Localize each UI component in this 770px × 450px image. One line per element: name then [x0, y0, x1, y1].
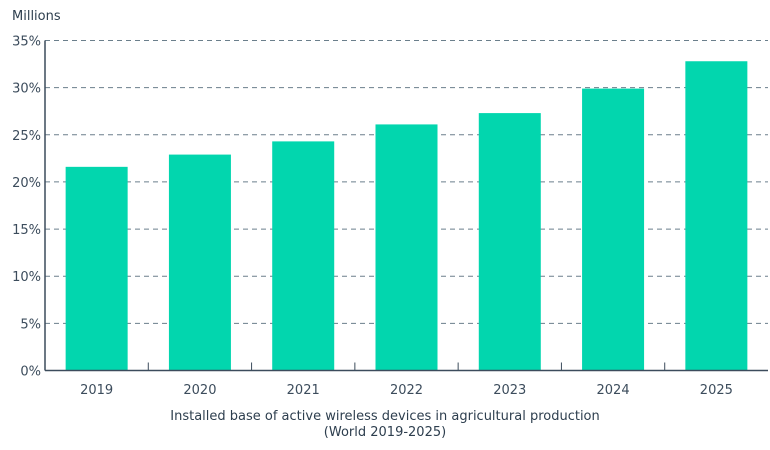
bar-2023 [478, 113, 541, 371]
bar-2025 [685, 61, 748, 371]
x-tick-label: 2019 [80, 383, 113, 398]
y-tick-label: 15% [12, 223, 41, 238]
bar-2021 [272, 141, 335, 371]
chart-title: Installed base of active wireless device… [170, 409, 600, 424]
x-tick-label: 2022 [390, 383, 423, 398]
x-tick-label: 2021 [287, 383, 320, 398]
x-tick-label: 2025 [700, 383, 733, 398]
y-tick-label: 10% [12, 270, 41, 285]
y-tick-label: 20% [12, 176, 41, 191]
y-tick-label: 30% [12, 82, 41, 97]
bar-2022 [375, 124, 438, 371]
bar-2019 [65, 166, 128, 371]
x-tick-label: 2023 [493, 383, 526, 398]
x-tick-label: 2024 [597, 383, 630, 398]
y-tick-label: 25% [12, 129, 41, 144]
y-tick-label: 0% [20, 365, 41, 380]
chart-subtitle: (World 2019-2025) [323, 425, 447, 440]
x-tick-label: 2020 [183, 383, 216, 398]
unit-label: Millions [12, 9, 61, 24]
bar-2020 [168, 154, 231, 371]
bar-2024 [582, 88, 645, 371]
y-tick-label: 35% [12, 35, 41, 50]
y-tick-label: 5% [20, 317, 41, 332]
